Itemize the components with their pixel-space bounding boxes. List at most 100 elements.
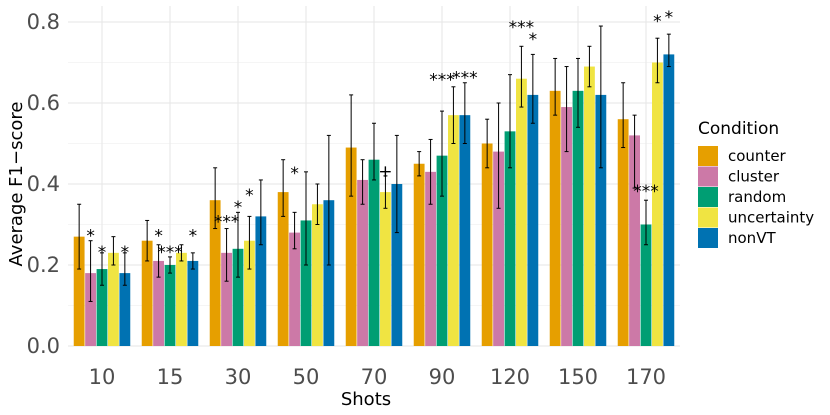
error-bar-cluster-50 [292,211,297,250]
significance-marker: *** [633,182,659,202]
error-bar-uncertainty-70 [383,175,388,209]
bar-random-90 [436,155,448,346]
x-tick-label: 15 [157,365,184,389]
error-bar-uncertainty-90 [451,86,456,144]
error-bar-cluster-90 [428,138,433,205]
bar-counter-150 [549,90,561,346]
error-bar-nonVT-170 [666,33,671,68]
error-bar-cluster-10 [88,240,93,302]
bar-counter-70 [345,147,357,346]
bar-uncertainty-30 [244,240,255,346]
error-bar-random-150 [576,57,580,128]
significance-marker: * [86,227,95,247]
error-bar-counter-170 [621,82,626,149]
bar-counter-30 [209,200,221,346]
y-tick-label: 0.0 [27,334,60,358]
legend-swatch [698,187,718,207]
bar-nonVT-170 [663,54,675,347]
bar-uncertainty-120 [516,78,527,346]
legend-swatch [698,166,718,187]
bar-nonVT-70 [391,184,403,346]
bar-cluster-70 [357,179,368,346]
x-tick-label: 70 [361,365,388,389]
bar-nonVT-50 [323,200,335,346]
error-bar-counter-50 [281,159,286,217]
legend-item-cluster: cluster [698,166,780,187]
error-bar-uncertainty-170 [655,37,660,84]
legend-label: nonVT [728,229,776,247]
error-bar-counter-30 [213,167,218,230]
legend-label: random [728,188,786,206]
significance-marker: * [189,227,198,247]
legend-swatch [698,228,718,248]
error-bar-cluster-70 [360,159,365,205]
bar-cluster-50 [289,232,300,346]
error-bar-uncertainty-120 [519,45,524,108]
error-bar-counter-120 [485,118,490,169]
x-tick-label: 50 [293,365,320,389]
bar-cluster-10 [85,273,96,346]
error-bar-nonVT-90 [462,82,467,144]
bar-cluster-90 [425,171,436,346]
bar-uncertainty-170 [652,62,663,346]
significance-marker: * [665,8,674,28]
error-bar-cluster-15 [156,244,161,278]
bar-random-150 [572,90,584,346]
error-bar-random-50 [304,171,308,266]
bar-random-50 [300,220,312,346]
x-tick-label: 120 [490,365,530,389]
error-bar-counter-150 [553,57,558,116]
error-bar-nonVT-15 [190,252,195,270]
x-tick-label: 90 [429,365,456,389]
legend-swatch [698,146,718,166]
error-bar-counter-10 [77,203,82,270]
legend-label: uncertainty [728,209,814,227]
bar-uncertainty-150 [584,66,595,347]
error-bar-cluster-170 [632,114,637,189]
significance-marker: * [154,227,163,247]
error-bar-uncertainty-10 [111,236,116,266]
bar-cluster-170 [629,135,640,346]
error-bar-random-30 [236,211,240,278]
bar-uncertainty-10 [108,252,119,346]
legend-swatch [698,207,718,228]
significance-marker: * [653,12,662,32]
bar-nonVT-30 [255,216,267,346]
legend-item-uncertainty: uncertainty [698,207,814,228]
significance-marker: *** [429,71,455,91]
significance-marker: *** [214,212,240,232]
bar-counter-120 [481,143,493,346]
error-bar-random-15 [168,256,172,274]
y-axis-ticks: 0.0 0.2 0.4 0.6 0.8 [27,10,60,358]
significance-marker: *** [452,69,478,89]
x-tick-label: 30 [225,365,252,389]
error-bar-counter-15 [145,219,150,262]
significance-marker: * [245,186,254,206]
bars [73,54,675,347]
y-tick-label: 0.6 [27,91,60,115]
error-bars [77,25,671,302]
error-bar-nonVT-120 [530,53,535,124]
bar-uncertainty-90 [448,115,459,347]
error-bar-nonVT-70 [394,134,399,234]
bar-cluster-30 [221,252,232,346]
x-axis-ticks: 10 15 30 50 70 90 120 150 170 [89,365,666,389]
bar-cluster-150 [561,107,572,346]
x-tick-label: 10 [89,365,116,389]
bar-random-15 [164,265,176,346]
error-bar-random-170 [644,199,648,246]
error-bar-counter-70 [349,94,354,197]
error-bar-cluster-120 [496,102,501,209]
y-tick-label: 0.8 [27,10,60,34]
error-bar-nonVT-150 [598,25,603,169]
y-tick-label: 0.4 [27,172,60,196]
bar-nonVT-120 [527,94,539,347]
bar-counter-10 [73,236,85,346]
significance-marker: * [98,243,107,263]
x-tick-label: 150 [558,365,598,389]
legend: Condition counter cluster random uncertaint… [698,119,814,248]
bar-uncertainty-70 [380,192,391,346]
bar-counter-15 [141,240,153,346]
significance-marker: + [378,162,392,182]
bar-random-70 [368,159,380,346]
